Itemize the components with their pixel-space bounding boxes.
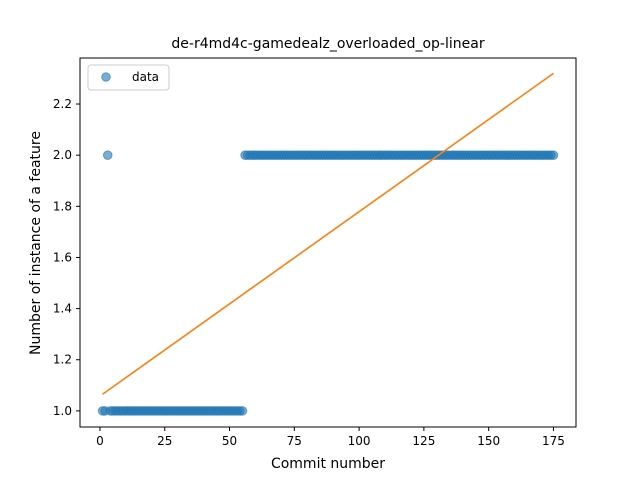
legend: data — [87, 64, 170, 91]
x-tick-label: 175 — [542, 434, 565, 448]
legend-marker — [101, 72, 111, 82]
legend-box — [87, 64, 170, 91]
x-tick-label: 100 — [348, 434, 371, 448]
chart-title: de-r4md4c-gamedealz_overloaded_op-linear — [171, 36, 484, 52]
x-tick-label: 125 — [412, 434, 435, 448]
axes-frame — [79, 57, 577, 428]
y-tick-label: 1.0 — [53, 404, 72, 418]
x-tick-label: 150 — [477, 434, 500, 448]
y-tick-label: 1.2 — [53, 353, 72, 367]
y-tick-label: 1.4 — [53, 302, 72, 316]
x-tick-label: 50 — [222, 434, 237, 448]
data-point — [237, 406, 248, 416]
x-axis-label: Commit number — [271, 456, 385, 472]
x-tick-label: 75 — [287, 434, 302, 448]
x-tick-label: 25 — [157, 434, 172, 448]
data-point — [102, 150, 113, 160]
plot-area — [79, 57, 577, 428]
y-tick-label: 2.0 — [53, 148, 72, 162]
x-tick-label: 0 — [96, 434, 104, 448]
y-axis-label: Number of instance of a feature — [28, 131, 44, 355]
y-axis: 1.0 1.2 1.4 1.6 1.8 2.0 2.2 — [53, 97, 80, 418]
y-tick-label: 2.2 — [53, 97, 72, 111]
fit-line — [102, 72, 554, 395]
data-point — [548, 150, 559, 160]
legend-label: data — [132, 70, 159, 84]
x-axis: 0 25 50 75 100 125 150 175 — [96, 427, 565, 448]
y-tick-label: 1.6 — [53, 250, 72, 264]
data-points — [97, 150, 559, 416]
y-tick-label: 1.8 — [53, 199, 72, 213]
